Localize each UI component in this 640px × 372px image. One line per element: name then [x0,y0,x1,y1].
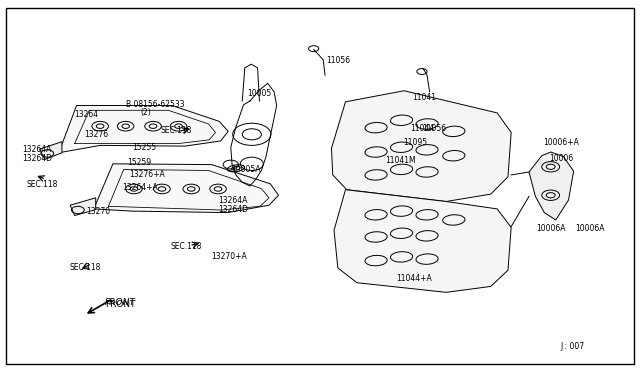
Text: 11095: 11095 [403,138,427,147]
Text: 13264D: 13264D [22,154,52,163]
Text: SEC.118: SEC.118 [70,263,101,272]
Text: SEC.118: SEC.118 [170,243,202,251]
Text: 13264A: 13264A [218,196,248,205]
Text: SEC.118: SEC.118 [27,180,58,189]
Polygon shape [70,198,96,215]
Text: 13264+A: 13264+A [122,183,158,192]
Text: 13264: 13264 [75,109,99,119]
Text: FRONT: FRONT [105,298,136,307]
Text: 15259: 15259 [127,157,152,167]
Text: 13276: 13276 [84,130,108,139]
Text: 10006A: 10006A [575,224,604,233]
Text: SEC.118: SEC.118 [161,126,192,135]
Text: J : 007: J : 007 [561,342,585,351]
Text: 10006: 10006 [549,154,573,163]
Text: 10006A: 10006A [537,224,566,233]
Text: (2): (2) [140,108,151,117]
Text: 10006+A: 10006+A [543,138,579,147]
Text: 15255: 15255 [132,143,156,152]
Text: 13264D: 13264D [218,205,248,215]
Polygon shape [59,106,228,153]
Text: 13270+A: 13270+A [212,251,248,261]
Polygon shape [334,190,511,292]
Text: 11044+A: 11044+A [396,274,432,283]
Text: 11044: 11044 [410,124,435,133]
Text: 11041: 11041 [412,93,436,102]
Text: 13270: 13270 [86,207,110,217]
Text: 13276+A: 13276+A [129,170,164,179]
Polygon shape [94,164,278,212]
Text: FRONT: FRONT [105,300,136,310]
Text: 11056: 11056 [422,124,446,133]
Text: 13264A: 13264A [22,145,51,154]
Text: B 08156-62533: B 08156-62533 [125,100,184,109]
Text: 10005: 10005 [246,89,271,98]
Polygon shape [40,142,62,160]
Polygon shape [332,91,511,202]
Text: 10005A: 10005A [231,165,260,174]
Polygon shape [529,152,573,220]
Text: 11056: 11056 [326,56,351,65]
Text: 11041M: 11041M [385,155,415,165]
